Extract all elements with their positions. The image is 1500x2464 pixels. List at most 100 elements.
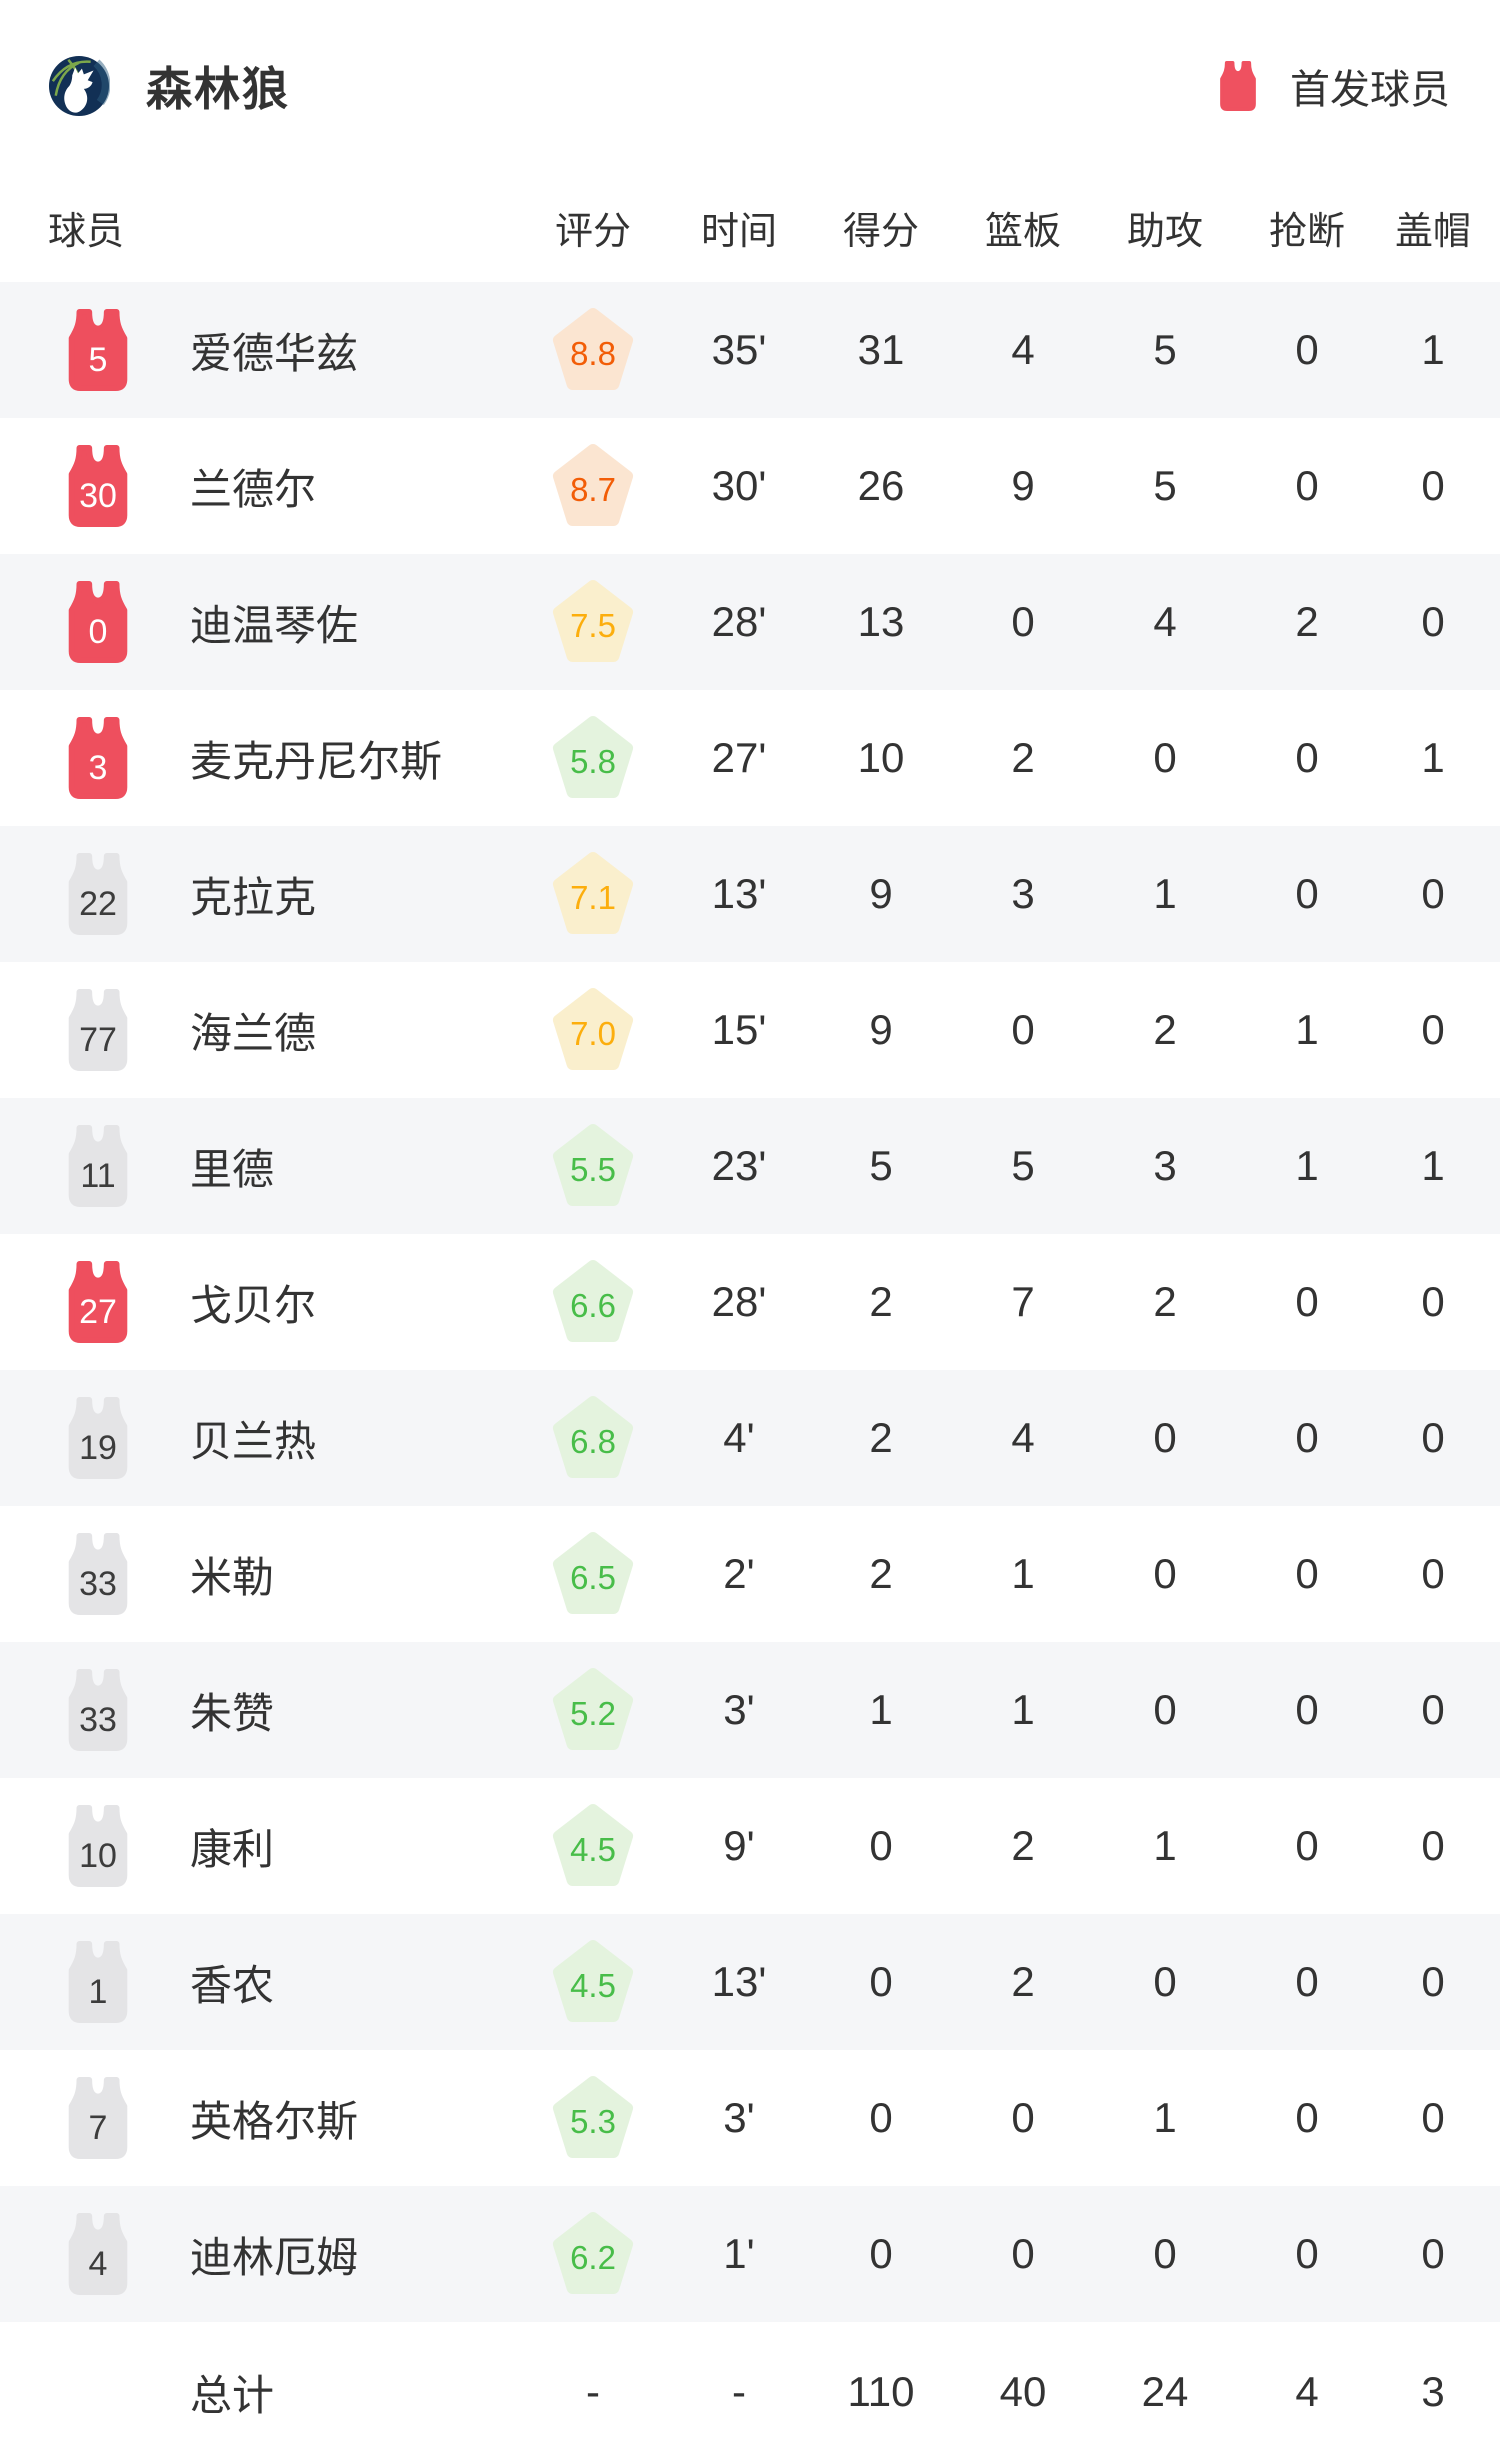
player-name: 兰德尔 — [190, 465, 317, 513]
player-name: 香农 — [190, 1961, 275, 2009]
jersey-icon: 10 — [66, 1805, 130, 1887]
table-row[interactable]: 19 贝兰热 6.8 4' 2 4 0 0 0 — [0, 1370, 1500, 1506]
rating-cell: 5.2 — [518, 1667, 668, 1753]
player-cell: 77 海兰德 — [48, 989, 518, 1071]
rating-shape — [552, 1668, 634, 1751]
stat-rebounds: 2 — [1011, 1958, 1035, 2005]
player-name: 迪温琴佐 — [190, 601, 359, 649]
rating-cell: 7.5 — [518, 579, 668, 665]
rating-shape — [552, 1532, 634, 1615]
table-row[interactable]: 33 朱赞 5.2 3' 1 1 0 0 0 — [0, 1642, 1500, 1778]
stat-rebounds: 0 — [1011, 2230, 1035, 2277]
stat-time: 9' — [723, 1822, 755, 1869]
table-row[interactable]: 0 迪温琴佐 7.5 28' 13 0 4 2 0 — [0, 554, 1500, 690]
stat-assists: 5 — [1153, 462, 1177, 509]
stat-points: 0 — [869, 2094, 893, 2141]
jersey-number: 7 — [88, 2108, 108, 2147]
jersey-shape — [68, 1397, 128, 1479]
jersey-number: 22 — [79, 884, 117, 923]
stat-steals: 0 — [1295, 1686, 1319, 1733]
rating-cell: 7.1 — [518, 851, 668, 937]
starter-legend-label: 首发球员 — [1290, 68, 1450, 112]
jersey-icon: 77 — [66, 989, 130, 1071]
stat-steals: 0 — [1295, 1822, 1319, 1869]
stat-time: 2' — [723, 1550, 755, 1597]
player-name: 戈贝尔 — [190, 1281, 317, 1329]
stat-time: 15' — [711, 1006, 767, 1053]
stat-blocks: 0 — [1421, 1822, 1445, 1869]
jersey-icon: 5 — [66, 309, 130, 391]
table-row[interactable]: 7 英格尔斯 5.3 3' 0 0 1 0 0 — [0, 2050, 1500, 2186]
stat-rebounds: 0 — [1011, 2094, 1035, 2141]
table-row[interactable]: 77 海兰德 7.0 15' 9 0 2 1 0 — [0, 962, 1500, 1098]
table-row[interactable]: 30 兰德尔 8.7 30' 26 9 5 0 0 — [0, 418, 1500, 554]
rating-value: 6.2 — [570, 2238, 616, 2276]
stat-steals: 2 — [1295, 598, 1319, 645]
stat-time: 28' — [711, 1278, 767, 1325]
stat-steals: 0 — [1295, 2230, 1319, 2277]
table-row[interactable]: 4 迪林厄姆 6.2 1' 0 0 0 0 0 — [0, 2186, 1500, 2322]
table-row[interactable]: 10 康利 4.5 9' 0 2 1 0 0 — [0, 1778, 1500, 1914]
jersey-number: 33 — [79, 1564, 117, 1603]
rating-badge-icon: 6.5 — [552, 1531, 634, 1617]
player-name: 麦克丹尼尔斯 — [190, 737, 443, 785]
jersey-icon: 11 — [66, 1125, 130, 1207]
jersey-icon: 33 — [66, 1669, 130, 1751]
jersey-shape — [68, 309, 128, 391]
stat-steals: 0 — [1295, 2094, 1319, 2141]
stat-time: 28' — [711, 598, 767, 645]
rating-cell: 8.7 — [518, 443, 668, 529]
rating-badge-icon: 6.8 — [552, 1395, 634, 1481]
stat-rebounds: 9 — [1011, 462, 1035, 509]
rating-value: 6.6 — [570, 1286, 616, 1324]
stat-assists: 2 — [1153, 1278, 1177, 1325]
rating-badge-icon: 7.5 — [552, 579, 634, 665]
rating-value: 8.7 — [570, 470, 616, 508]
jersey-number: 77 — [79, 1020, 117, 1059]
table-row[interactable]: 1 香农 4.5 13' 0 2 0 0 0 — [0, 1914, 1500, 2050]
stat-points: 5 — [869, 1142, 893, 1189]
rating-shape — [552, 716, 634, 799]
rating-badge-icon: 8.7 — [552, 443, 634, 529]
jersey-icon: 7 — [66, 2077, 130, 2159]
jersey-icon: 1 — [66, 1941, 130, 2023]
stat-assists: 0 — [1153, 1414, 1177, 1461]
table-row[interactable]: 11 里德 5.5 23' 5 5 3 1 1 — [0, 1098, 1500, 1234]
jersey-shape — [68, 581, 128, 663]
stat-rebounds: 5 — [1011, 1142, 1035, 1189]
stat-steals: 0 — [1295, 462, 1319, 509]
player-name: 克拉克 — [190, 873, 317, 921]
stat-blocks: 0 — [1421, 598, 1445, 645]
rating-cell: 7.0 — [518, 987, 668, 1073]
rating-value: 6.5 — [570, 1558, 616, 1596]
player-cell: 5 爱德华兹 — [48, 309, 518, 391]
rating-value: 4.5 — [570, 1966, 616, 2004]
jersey-number: 5 — [88, 340, 108, 379]
jersey-number: 0 — [88, 612, 108, 651]
rating-cell: 4.5 — [518, 1803, 668, 1889]
total-steals: 4 — [1295, 2368, 1319, 2415]
stat-steals: 0 — [1295, 1278, 1319, 1325]
team-name: 森林狼 — [146, 63, 290, 115]
table-row[interactable]: 5 爱德华兹 8.8 35' 31 4 5 0 1 — [0, 282, 1500, 418]
column-header-rating: 评分 — [554, 210, 631, 253]
rating-shape — [552, 444, 634, 527]
jersey-icon: 22 — [66, 853, 130, 935]
table-row[interactable]: 22 克拉克 7.1 13' 9 3 1 0 0 — [0, 826, 1500, 962]
table-row[interactable]: 3 麦克丹尼尔斯 5.8 27' 10 2 0 0 1 — [0, 690, 1500, 826]
table-row[interactable]: 33 米勒 6.5 2' 2 1 0 0 0 — [0, 1506, 1500, 1642]
table-row[interactable]: 27 戈贝尔 6.6 28' 2 7 2 0 0 — [0, 1234, 1500, 1370]
player-cell: 27 戈贝尔 — [48, 1261, 518, 1343]
jersey-shape — [68, 2077, 128, 2159]
stat-steals: 0 — [1295, 1414, 1319, 1461]
timberwolves-logo-icon — [48, 55, 110, 117]
column-header-rebounds: 篮板 — [984, 210, 1061, 253]
rating-badge-icon: 5.5 — [552, 1123, 634, 1209]
jersey-number: 11 — [80, 1156, 116, 1195]
stat-blocks: 1 — [1421, 734, 1445, 781]
jersey-icon: 33 — [66, 1533, 130, 1615]
stat-rebounds: 3 — [1011, 870, 1035, 917]
player-name: 朱赞 — [190, 1689, 275, 1737]
rating-shape — [552, 1396, 634, 1479]
stat-assists: 1 — [1153, 2094, 1177, 2141]
